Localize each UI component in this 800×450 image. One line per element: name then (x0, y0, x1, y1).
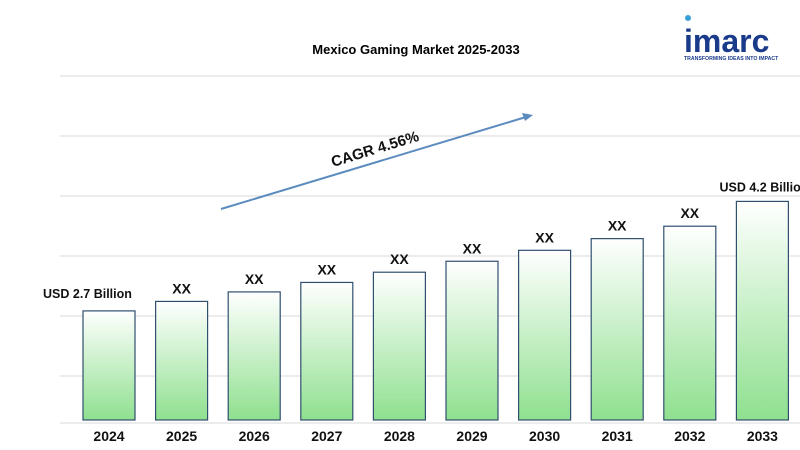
bar-2028 (372, 271, 426, 421)
x-tick-label-2030: 2030 (529, 428, 560, 444)
data-label-2031: XX (608, 218, 627, 234)
x-tick-label-2033: 2033 (747, 428, 778, 444)
x-tick-label-2032: 2032 (674, 428, 705, 444)
bar-2024 (82, 310, 136, 421)
bar-2033 (735, 200, 790, 421)
data-label-2033: USD 4.2 Billion (719, 180, 800, 194)
bar-2029 (445, 260, 499, 421)
data-labels-group: USD 2.7 Billion XX XX XX XX XX XX XX XX USD 4.2 B… (43, 180, 800, 301)
trend-line (220, 116, 527, 210)
data-label-2026: XX (245, 271, 264, 287)
bar-2027 (300, 281, 354, 421)
bar-2025 (155, 300, 209, 421)
data-label-2028: XX (390, 251, 409, 267)
data-label-2029: XX (463, 240, 482, 256)
cagr-annotation: CAGR 4.56% (329, 128, 421, 171)
data-label-2032: XX (680, 205, 699, 221)
data-label-2030: XX (535, 229, 554, 245)
x-tick-label-2028: 2028 (384, 428, 415, 444)
arrow-head-icon (522, 113, 533, 121)
x-tick-label-2026: 2026 (239, 428, 270, 444)
bar-2026 (227, 291, 281, 421)
data-label-2025: XX (172, 280, 191, 296)
logo-tagline: TRANSFORMING IDEAS INTO IMPACT (684, 56, 779, 62)
bar-2032 (663, 225, 717, 421)
logo-wordmark: imarc (684, 23, 769, 59)
x-tick-label-2025: 2025 (166, 428, 197, 444)
chart-title: Mexico Gaming Market 2025-2033 (312, 42, 519, 57)
x-tick-label-2029: 2029 (456, 428, 487, 444)
cagr-trend-arrow (220, 113, 533, 210)
bar-2030 (517, 249, 572, 421)
bar-2031 (590, 238, 644, 421)
x-tick-label-2024: 2024 (93, 428, 124, 444)
data-label-2024: USD 2.7 Billion (43, 287, 132, 301)
x-tick-labels-group: 2024 2025 2026 2027 2028 2029 2030 2031 2032 2033 (93, 428, 778, 444)
data-label-2027: XX (317, 261, 336, 277)
x-tick-label-2031: 2031 (602, 428, 633, 444)
x-tick-label-2027: 2027 (311, 428, 342, 444)
imarc-logo: imarc TRANSFORMING IDEAS INTO IMPACT (684, 15, 779, 62)
logo-dot-icon (685, 15, 691, 21)
bars-group (82, 200, 790, 421)
